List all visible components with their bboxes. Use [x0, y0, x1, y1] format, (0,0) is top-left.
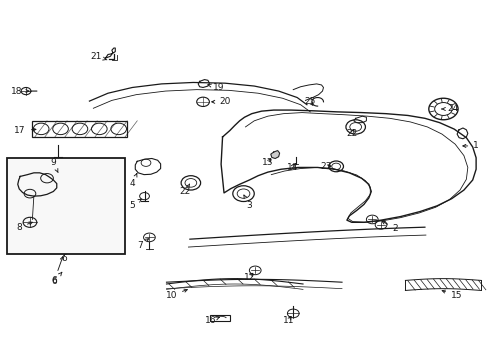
Text: 22: 22	[179, 184, 190, 196]
Text: 17: 17	[15, 126, 36, 135]
Text: 10: 10	[165, 289, 187, 300]
Polygon shape	[270, 150, 279, 158]
Bar	[210, 315, 229, 320]
Text: 21: 21	[90, 52, 107, 61]
Text: 5: 5	[129, 199, 141, 210]
Text: 23: 23	[320, 162, 331, 171]
Text: 6: 6	[61, 254, 67, 263]
Text: 13: 13	[262, 158, 273, 167]
Text: 2: 2	[381, 221, 398, 233]
Text: 24: 24	[441, 104, 458, 113]
Text: 19: 19	[207, 83, 224, 92]
Bar	[32, 121, 127, 137]
Text: 6: 6	[51, 257, 63, 285]
Text: 20: 20	[211, 97, 230, 106]
Text: 11: 11	[282, 316, 294, 325]
Text: 9: 9	[50, 158, 58, 172]
Text: 3: 3	[244, 195, 252, 210]
Text: 16: 16	[204, 316, 219, 325]
Text: 15: 15	[441, 290, 462, 300]
Text: 12: 12	[243, 273, 255, 282]
Text: 18: 18	[11, 86, 29, 95]
Text: 1: 1	[462, 141, 478, 150]
Text: 7: 7	[137, 239, 148, 250]
Text: 22: 22	[346, 129, 357, 138]
Text: 25: 25	[304, 97, 315, 106]
Text: 8: 8	[16, 222, 32, 232]
Text: 4: 4	[129, 174, 137, 188]
Bar	[6, 158, 124, 253]
Text: 6: 6	[51, 272, 62, 285]
Text: 14: 14	[286, 163, 297, 172]
